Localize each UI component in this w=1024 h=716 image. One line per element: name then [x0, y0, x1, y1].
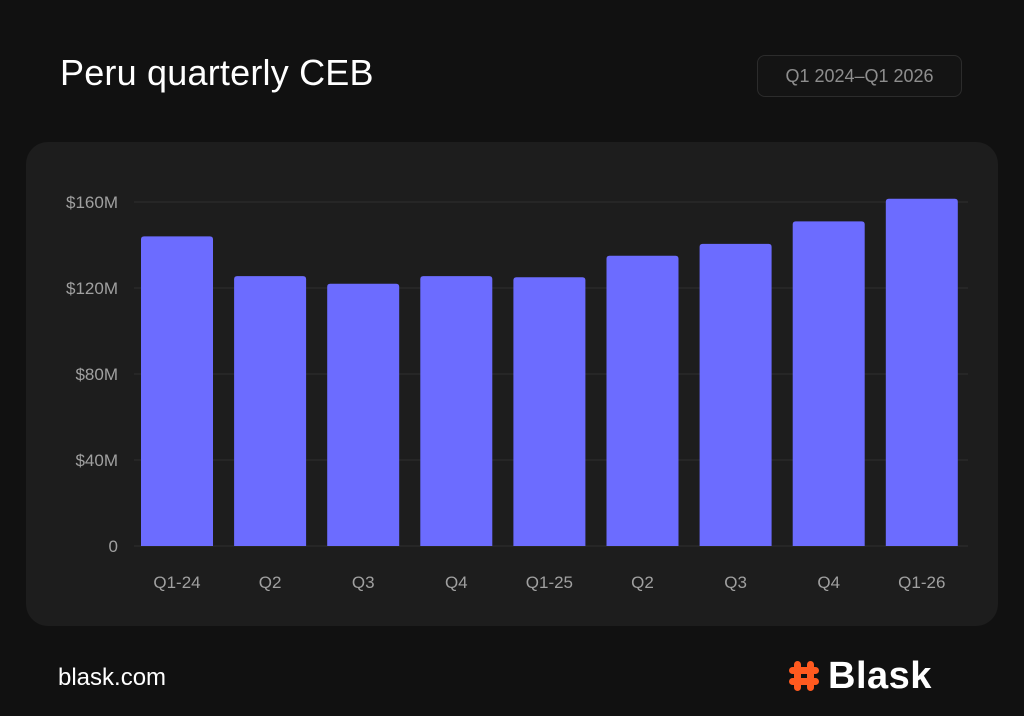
bar — [141, 236, 213, 546]
hash-icon — [789, 661, 819, 691]
bar-chart: 0 $40M $80M $120M $160M Q1-24 Q2 Q3 Q4 Q1-25 Q2 Q3 Q… — [66, 193, 968, 592]
bar — [606, 255, 679, 546]
bar — [792, 221, 865, 546]
bar — [420, 276, 493, 546]
bar — [513, 277, 586, 546]
brand-name: Blask — [828, 655, 932, 697]
y-tick-label: $120M — [66, 279, 118, 298]
y-tick-label: $160M — [66, 193, 118, 212]
x-tick-label: Q1-25 — [526, 573, 573, 592]
chart-card: 0 $40M $80M $120M $160M Q1-24 Q2 Q3 Q4 Q1-25 Q2 Q3 Q… — [26, 142, 998, 626]
bar — [699, 243, 772, 547]
bar — [234, 276, 307, 546]
bar — [885, 198, 958, 546]
x-tick-label: Q4 — [817, 573, 840, 592]
brand-logo: Blask — [786, 654, 932, 698]
x-tick-label: Q2 — [631, 573, 654, 592]
x-tick-label: Q1-26 — [898, 573, 945, 592]
period-badge: Q1 2024–Q1 2026 — [757, 55, 962, 97]
x-tick-label: Q3 — [724, 573, 747, 592]
x-tick-label: Q3 — [352, 573, 375, 592]
y-tick-label: 0 — [109, 537, 118, 556]
x-tick-label: Q2 — [259, 573, 282, 592]
x-tick-label: Q1-24 — [153, 573, 200, 592]
chart-title: Peru quarterly CEB — [60, 52, 374, 93]
bar — [327, 283, 400, 546]
y-tick-label: $40M — [75, 451, 118, 470]
x-tick-label: Q4 — [445, 573, 468, 592]
footer-url: blask.com — [58, 664, 167, 691]
y-tick-label: $80M — [75, 365, 118, 384]
